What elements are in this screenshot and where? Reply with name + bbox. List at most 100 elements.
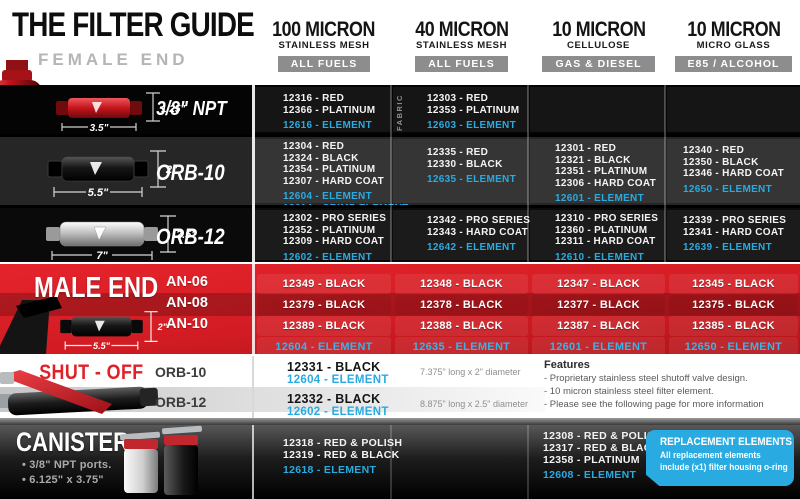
table-cell: 12304 - RED 12324 - BLACK 12354 - PLATINUM… — [255, 139, 408, 214]
canister-section: CANISTER • 3/8" NPT ports. • 6.125" x 3.7… — [0, 425, 800, 499]
female-row-npt: 1.25" 3.5" 3/8" NPT 12316 - RED 12366 - P… — [0, 85, 800, 134]
element-part-number: 12650 - ELEMENT — [683, 183, 772, 195]
features-list: - Proprietary stainless steel shutoff va… — [544, 372, 794, 411]
canister-specs: • 3/8" NPT ports. • 6.125" x 3.75" — [22, 458, 111, 488]
page-title-text: THE FILTER GUIDE — [12, 6, 255, 44]
column-header-100-micron: 100 MICRON STAINLESS MESH ALL FUELS — [255, 18, 393, 72]
part-number: 12310 - PRO SERIES — [555, 213, 659, 224]
part-number: 12378 - BLACK — [395, 295, 528, 315]
parts-list: 12308 - RED & POLISH 12317 - RED & BLACK 1… — [543, 430, 662, 466]
male-filter-image: 2" 5.5" — [60, 311, 168, 351]
part-number: 12354 - PLATINUM — [283, 164, 376, 175]
part-number: 12306 - HARD COAT — [555, 177, 657, 189]
part-number: 12347 - BLACK — [532, 274, 665, 294]
feature-item: - Proprietary stainless steel shutoff va… — [544, 373, 748, 384]
elements-list: 12601 - ELEMENT — [555, 193, 665, 205]
table-cell: 12310 - PRO SERIES 12360 - PLATINUM 12311 … — [530, 210, 665, 263]
row-label-npt: 3/8" NPT — [150, 98, 233, 121]
part-number: 12304 - RED — [283, 141, 345, 152]
table-cell: 12308 - RED & POLISH 12317 - RED & BLACK 1… — [543, 430, 662, 481]
fabric-note: FABRIC — [395, 94, 404, 131]
element-part-number: 12610 - ELEMENT — [555, 251, 644, 263]
shut-off-section: SHUT - OFF ORB-10 ORB-12 12331 - BLACK 1… — [0, 356, 800, 425]
column-micron-label: 10 MICRON — [551, 18, 646, 41]
row-label-an08: AN-08 — [166, 295, 208, 311]
parts-list: 12316 - RED 12366 - PLATINUM — [283, 93, 391, 116]
part-number: 12389 - BLACK — [257, 316, 391, 336]
feature-item: - Please see the following page for more… — [544, 399, 764, 410]
parts-list: 12339 - PRO SERIES 12341 - HARD COAT — [683, 215, 800, 238]
column-header-10-micron-cellulose: 10 MICRON CELLULOSE GAS & DIESEL — [530, 18, 667, 72]
element-part-number: 12601 - ELEMENT — [555, 193, 644, 204]
features-title: Features — [544, 359, 590, 371]
elements-list: 12618 - ELEMENT — [283, 464, 402, 476]
part-number: 12318 - RED & POLISH — [283, 437, 403, 449]
elements-list: 12616 - ELEMENT — [283, 120, 391, 132]
part-number: 12321 - BLACK — [555, 154, 631, 166]
part-number: 12339 - PRO SERIES — [683, 215, 787, 226]
column-divider — [252, 85, 255, 262]
an08-row-stripe — [0, 293, 800, 316]
female-row-orb10: 2" 5.5" ORB-10 12304 - RED 12324 - BLACK 1… — [0, 134, 800, 214]
part-number: 12388 - BLACK — [395, 316, 528, 336]
column-media-label: CELLULOSE — [567, 40, 630, 51]
element-part-number: 12642 - ELEMENT — [427, 242, 516, 253]
part-number: 12324 - BLACK — [283, 152, 359, 164]
element-part-number: 12608 - ELEMENT — [543, 469, 637, 481]
part-number: 12350 - BLACK — [683, 156, 759, 168]
fuel-badge: ALL FUELS — [277, 56, 371, 72]
column-micron-label: 40 MICRON — [414, 18, 509, 41]
part-number: 12385 - BLACK — [669, 316, 798, 336]
male-end-title-text: MALE END — [34, 272, 159, 304]
parts-list: 12310 - PRO SERIES 12360 - PLATINUM 12311 … — [555, 213, 665, 248]
chrome-inline-filter-image: 2.5" 7" — [46, 215, 197, 262]
row-label-orb12: ORB-12 — [150, 224, 231, 250]
part-number: 12309 - HARD COAT — [283, 236, 385, 247]
an-fitting-image — [0, 296, 62, 354]
canister-image — [119, 425, 203, 495]
section-transition-bar — [0, 418, 800, 425]
column-divider — [252, 264, 255, 354]
element-part-number: 12602 - ELEMENT — [283, 251, 372, 263]
row-label-orb12: ORB-12 — [155, 394, 207, 410]
male-row-an10: 12389 - BLACK 12388 - BLACK 12387 - BLAC… — [255, 316, 800, 336]
column-header-10-micron-micro-glass: 10 MICRON MICRO GLASS E85 / ALCOHOL — [667, 19, 800, 72]
canister-spec: • 6.125" x 3.75" — [22, 474, 104, 486]
part-number: 12307 - HARD COAT — [283, 175, 385, 187]
column-micron-label: 100 MICRON — [272, 18, 376, 41]
part-number: 12311 - HARD COAT — [555, 236, 656, 247]
parts-list: 12302 - PRO SERIES 12352 - PLATINUM 12309 … — [283, 213, 391, 248]
table-cell-empty — [530, 87, 665, 132]
element-part-number: 12604 - ELEMENT — [287, 374, 389, 386]
table-cell: 12335 - RED 12330 - BLACK 12635 - ELEMENT — [393, 139, 528, 203]
shutoff-valve-image — [0, 370, 159, 416]
elements-list: 12610 - ELEMENT — [555, 252, 665, 264]
row-label-an10: AN-10 — [166, 316, 208, 332]
part-number: 12387 - BLACK — [532, 316, 665, 336]
part-number: 12343 - HARD COAT — [427, 226, 529, 238]
element-part-number: 12601 - ELEMENT — [532, 337, 665, 357]
header: THE FILTER GUIDE FEMALE END 100 MICRON S… — [0, 0, 800, 85]
part-number: 12331 - BLACK — [287, 360, 381, 374]
column-header-40-micron: 40 MICRON STAINLESS MESH ALL FUELS — [393, 18, 530, 72]
column-divider — [252, 356, 254, 418]
table-cell: 12340 - RED 12350 - BLACK 12346 - HARD COA… — [667, 139, 800, 203]
female-end-section-label: FEMALE END — [38, 50, 189, 69]
part-number: 12342 - PRO SERIES — [427, 215, 531, 226]
black-inline-filter-image: 2" 5.5" — [47, 150, 178, 199]
dim-height-label: 1.25" — [161, 104, 185, 115]
elements-list: 12603 - ELEMENT — [427, 120, 528, 132]
column-media-label: MICRO GLASS — [696, 40, 771, 51]
elements-list: 12642 - ELEMENT — [427, 242, 528, 254]
fuel-badge: GAS & DIESEL — [542, 56, 655, 72]
part-number: 12375 - BLACK — [669, 295, 798, 315]
element-part-number: 12604 - ELEMENT — [283, 191, 372, 202]
male-row-an08: 12379 - BLACK 12378 - BLACK 12377 - BLAC… — [255, 295, 800, 315]
table-cell: 12339 - PRO SERIES 12341 - HARD COAT 1263… — [667, 210, 800, 260]
column-divider — [252, 425, 254, 499]
elements-list: 12639 - ELEMENT — [683, 242, 800, 254]
parts-list: 12318 - RED & POLISH 12319 - RED & BLACK — [283, 437, 402, 461]
column-divider — [664, 85, 666, 262]
dim-width-label: 3.5" — [90, 123, 109, 134]
parts-list: 12301 - RED 12321 - BLACK 12351 - PLATINUM… — [555, 143, 665, 189]
